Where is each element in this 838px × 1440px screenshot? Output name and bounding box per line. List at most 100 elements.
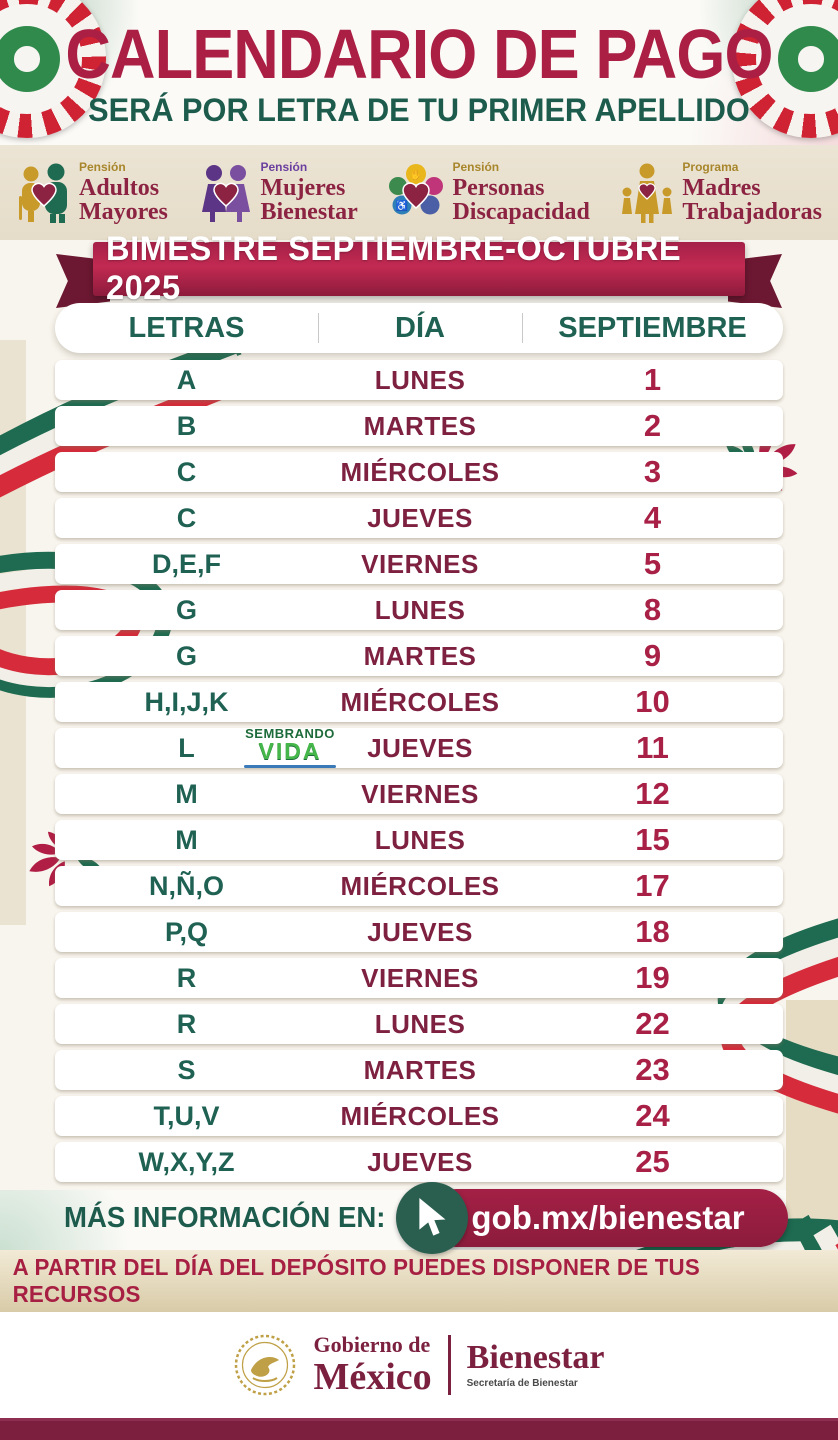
row-date: 5 — [643, 546, 662, 581]
program-tag: Pensión — [452, 160, 500, 174]
table-rows: A LUNES 1 B MARTES 2 C MIÉRCOLES 3 C JUE… — [55, 360, 783, 1182]
header-divider — [318, 313, 319, 343]
row-day: MIÉRCOLES — [340, 456, 500, 487]
gobierno-line1: Gobierno de — [313, 1332, 431, 1357]
program-name-line2: Discapacidad — [452, 199, 590, 225]
row-letters: M — [175, 778, 198, 809]
table-row: P,Q JUEVES 18 — [55, 912, 783, 952]
table-row: C MIÉRCOLES 3 — [55, 452, 783, 492]
program-name-line1: Personas — [452, 175, 545, 201]
row-day: JUEVES — [367, 502, 473, 533]
row-day: JUEVES — [367, 916, 473, 947]
row-date: 23 — [635, 1052, 670, 1087]
notice-strip: A PARTIR DEL DÍA DEL DEPÓSITO PUEDES DIS… — [0, 1250, 838, 1312]
row-letters: N,Ñ,O — [148, 870, 224, 901]
mexico-seal-icon — [235, 1334, 296, 1396]
sembrando-vida-tagline-bar — [244, 765, 336, 768]
bienestar-sublabel: Secretaría de Bienestar — [466, 1378, 578, 1389]
row-date: 17 — [635, 868, 670, 903]
more-info-label: MÁS INFORMACIÓN EN: — [64, 1202, 386, 1234]
more-info-url-pill[interactable]: gob.mx/bienestar — [428, 1189, 788, 1247]
row-date: 24 — [635, 1098, 670, 1133]
row-day: VIERNES — [361, 778, 479, 809]
row-day: MIÉRCOLES — [340, 870, 500, 901]
program-name-line2: Bienestar — [260, 199, 358, 225]
row-date: 9 — [643, 638, 662, 673]
page-title: CALENDARIO DE PAGO — [65, 15, 773, 93]
table-header: LETRAS DÍA SEPTIEMBRE — [55, 303, 783, 353]
row-letters: H,I,J,K — [144, 686, 229, 717]
row-date: 19 — [635, 960, 670, 995]
program-name-line2: Trabajadoras — [682, 199, 822, 225]
column-header-septiembre: SEPTIEMBRE — [558, 311, 747, 344]
header-divider — [522, 313, 523, 343]
program-madres-trabajadoras: Programa Madres Trabajadoras — [619, 161, 822, 224]
program-name-line1: Mujeres — [260, 175, 346, 201]
row-letters: T,U,V — [153, 1100, 220, 1131]
table-row: B MARTES 2 — [55, 406, 783, 446]
cursor-icon — [396, 1182, 468, 1254]
row-date: 11 — [636, 730, 669, 765]
row-letters: B — [176, 410, 197, 441]
row-date: 2 — [643, 408, 662, 443]
row-letters: M — [175, 824, 198, 855]
row-letters: S — [177, 1054, 196, 1085]
sembrando-vida-line2: VIDA — [258, 738, 322, 764]
table-row: R VIERNES 19 — [55, 958, 783, 998]
column-header-letras: LETRAS — [128, 311, 245, 344]
row-letters: G — [175, 594, 197, 625]
table-row: G LUNES 8 — [55, 590, 783, 630]
table-row: M VIERNES 12 — [55, 774, 783, 814]
program-name-line2: Mayores — [79, 199, 168, 225]
row-letters: C — [176, 456, 197, 487]
row-date: 15 — [635, 822, 670, 857]
row-day: LUNES — [374, 1008, 466, 1039]
sembrando-vida-logo: SEMBRANDO VIDA — [234, 727, 346, 768]
row-day: MIÉRCOLES — [340, 1100, 500, 1131]
bimestre-banner: BIMESTRE SEPTIEMBRE-OCTUBRE 2025 — [93, 230, 745, 307]
row-day: LUNES — [374, 824, 466, 855]
row-letters: G — [175, 640, 197, 671]
table-row: S MARTES 23 — [55, 1050, 783, 1090]
notice-text: A PARTIR DEL DÍA DEL DEPÓSITO PUEDES DIS… — [12, 1254, 700, 1307]
row-day: MARTES — [363, 640, 477, 671]
adultos-mayores-icon — [19, 163, 67, 223]
row-date: 4 — [643, 500, 662, 535]
row-letters: R — [176, 1008, 197, 1039]
program-adultos-mayores: Pensión Adultos Mayores — [16, 161, 168, 224]
row-day: JUEVES — [367, 732, 473, 763]
program-personas-discapacidad: ✋ ♿ Pensión Personas Discapacidad — [387, 160, 590, 225]
programs-strip: Pensión Adultos Mayores Pensión Mujeres … — [0, 145, 838, 240]
row-date: 8 — [643, 592, 662, 627]
table-row: T,U,V MIÉRCOLES 24 — [55, 1096, 783, 1136]
table-row: N,Ñ,O MIÉRCOLES 17 — [55, 866, 783, 906]
table-row: D,E,F VIERNES 5 — [55, 544, 783, 584]
svg-text:♿: ♿ — [396, 199, 408, 212]
bienestar-wordmark: Bienestar Secretaría de Bienestar — [467, 1341, 605, 1389]
program-tag: Pensión — [79, 160, 126, 174]
table-row: C JUEVES 4 — [55, 498, 783, 538]
row-day: JUEVES — [367, 1146, 473, 1177]
bimestre-banner-label: BIMESTRE SEPTIEMBRE-OCTUBRE 2025 — [106, 230, 682, 307]
row-date: 10 — [635, 684, 670, 719]
footer: Gobierno de México Bienestar Secretaría … — [0, 1312, 838, 1418]
program-mujeres-bienestar: Pensión Mujeres Bienestar — [198, 161, 358, 224]
row-letters: D,E,F — [151, 548, 221, 579]
gobierno-de-mexico-wordmark: Gobierno de México — [313, 1332, 431, 1397]
table-row: H,I,J,K MIÉRCOLES 10 — [55, 682, 783, 722]
row-day: MARTES — [363, 410, 477, 441]
personas-discapacidad-icon: ✋ ♿ — [389, 163, 444, 214]
row-day: LUNES — [374, 364, 466, 395]
mujeres-bienestar-icon — [201, 164, 250, 222]
row-day: MIÉRCOLES — [340, 686, 500, 717]
more-info-url[interactable]: gob.mx/bienestar — [471, 1199, 745, 1236]
row-letters: R — [176, 962, 197, 993]
program-tag: Programa — [682, 160, 739, 174]
row-day: VIERNES — [361, 548, 479, 579]
row-letters: W,X,Y,Z — [138, 1146, 235, 1177]
left-beige-edge — [0, 340, 26, 925]
table-row: G MARTES 9 — [55, 636, 783, 676]
program-name-line1: Adultos — [79, 175, 160, 201]
row-date: 3 — [643, 454, 662, 489]
table-row: W,X,Y,Z JUEVES 25 — [55, 1142, 783, 1182]
